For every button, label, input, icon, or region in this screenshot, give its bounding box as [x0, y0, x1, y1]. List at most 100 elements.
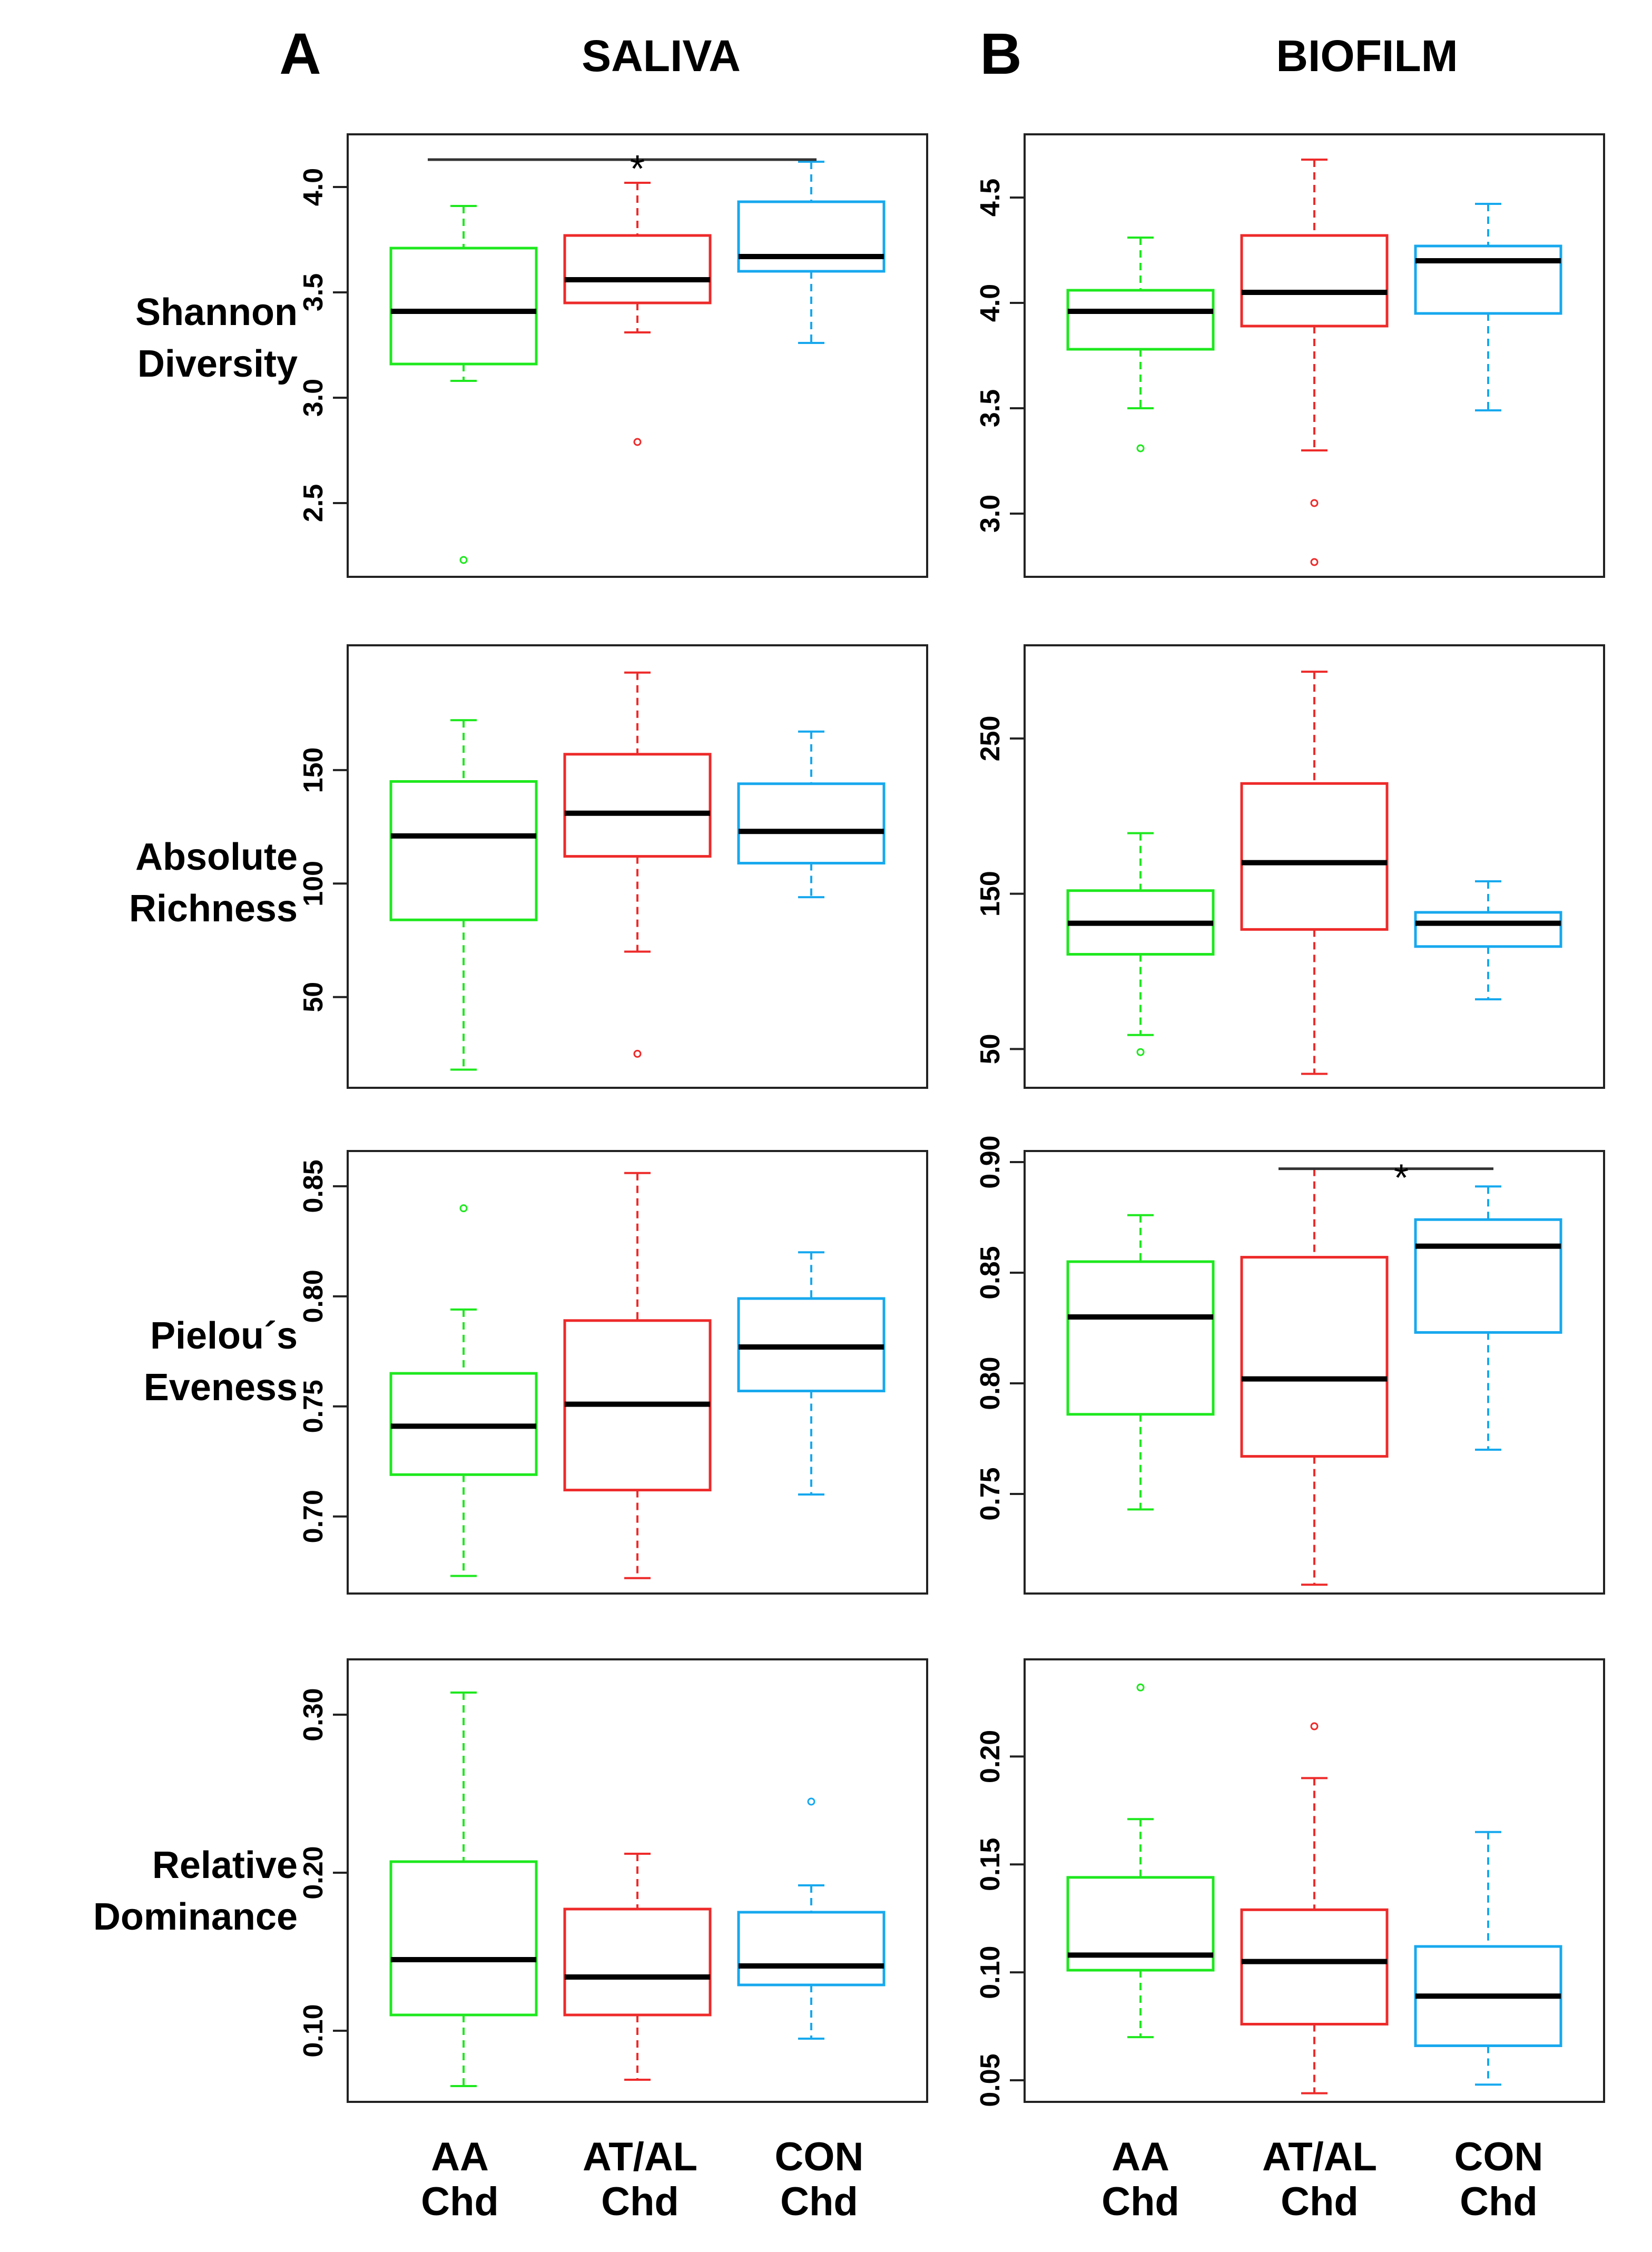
outlier-point — [459, 556, 468, 564]
significance-bracket: * — [428, 148, 817, 190]
outlier-point — [807, 1797, 815, 1806]
iqr-box — [563, 753, 712, 858]
row-label-line: Eveness — [144, 1366, 298, 1409]
plot-frame — [1024, 1150, 1605, 1595]
y-tick-label: 3.0 — [298, 379, 329, 417]
boxplot-panel: 2.5 3.0 3.5 4.0 * — [298, 133, 928, 578]
iqr-box — [389, 247, 538, 366]
y-tick-label: 0.05 — [975, 2053, 1006, 2107]
box-con — [737, 1797, 886, 2040]
x-axis-labels-saliva: AA Chd AT/AL Chd CON Chd — [421, 2135, 863, 2224]
y-tick-label: 0.80 — [975, 1356, 1006, 1410]
y-tick-label: 2.5 — [298, 484, 329, 522]
y-tick-label: 0.85 — [298, 1159, 329, 1213]
plot-frame — [347, 1150, 928, 1595]
row-label-line: Diversity — [137, 343, 298, 385]
row-label-line: Richness — [129, 888, 298, 930]
outlier-point — [459, 1204, 468, 1213]
boxplot-panel: 50 100 150 — [298, 644, 928, 1089]
row-label-line: Dominance — [93, 1896, 298, 1938]
box-aa — [389, 1204, 538, 1577]
box-aa — [1066, 1683, 1215, 2039]
box-aa — [389, 1692, 538, 2087]
box-aa — [1066, 832, 1215, 1056]
iqr-box — [1066, 289, 1215, 351]
iqr-box — [1414, 911, 1562, 948]
y-tick-label: 0.10 — [298, 2004, 329, 2057]
significance-star: * — [1394, 1157, 1409, 1199]
group-label-atal: AT/AL — [583, 2135, 697, 2179]
group-label-con: CON — [775, 2135, 864, 2179]
outlier-point — [633, 1049, 642, 1058]
box-con — [1414, 1185, 1562, 1451]
box-aa — [389, 719, 538, 1071]
row-label-richness: Absolute Richness — [129, 836, 298, 930]
group-label-atal: AT/AL — [1262, 2135, 1377, 2179]
group-label-atal-sub: Chd — [601, 2179, 679, 2224]
y-tick-label: 4.0 — [298, 168, 329, 206]
box-aa — [1066, 1214, 1215, 1511]
row-label-line: Relative — [152, 1844, 298, 1886]
y-tick-label: 50 — [975, 1034, 1006, 1064]
iqr-box — [1066, 1260, 1215, 1416]
iqr-box — [1240, 234, 1389, 328]
y-tick-label: 0.75 — [975, 1467, 1006, 1520]
significance-star: * — [630, 148, 645, 190]
box-atal — [1240, 1167, 1389, 1586]
y-tick-label: 150 — [298, 748, 329, 793]
boxplot-panel: 50 150 250 — [975, 644, 1605, 1089]
plot-frame — [1024, 133, 1605, 578]
y-tick-label: 0.70 — [298, 1490, 329, 1543]
iqr-box — [737, 200, 886, 273]
boxplot-panel: 0.70 0.75 0.80 0.85 — [298, 1150, 928, 1595]
y-tick-label: 0.30 — [298, 1688, 329, 1741]
y-tick-label: 0.90 — [975, 1135, 1006, 1188]
box-atal — [563, 182, 712, 446]
outlier-point — [1310, 499, 1319, 507]
iqr-box — [1240, 1908, 1389, 2025]
y-tick-label: 100 — [298, 861, 329, 907]
row-label-dominance: Relative Dominance — [93, 1844, 298, 1938]
x-axis-labels-biofilm: AA Chd AT/AL Chd CON Chd — [1102, 2135, 1543, 2224]
column-title-biofilm: BIOFILM — [1276, 31, 1458, 81]
iqr-box — [737, 1911, 886, 1987]
plot-frame — [347, 1658, 928, 2103]
boxplot-panel: 3.0 3.5 4.0 4.5 — [975, 133, 1605, 578]
y-tick-label: 0.80 — [298, 1270, 329, 1323]
row-label-line: Absolute — [135, 836, 298, 878]
y-tick-label: 0.20 — [298, 1846, 329, 1899]
outlier-point — [633, 438, 642, 446]
group-label-con-sub: Chd — [780, 2179, 858, 2224]
row-label-line: Pielou´s — [150, 1315, 298, 1357]
box-atal — [1240, 671, 1389, 1075]
y-tick-label: 4.0 — [975, 284, 1006, 322]
iqr-box — [737, 782, 886, 865]
outlier-point — [1136, 1683, 1145, 1692]
plot-frame — [347, 644, 928, 1089]
boxplot-panel: 0.05 0.10 0.15 0.20 — [975, 1658, 1605, 2107]
outlier-point — [1136, 444, 1145, 453]
y-tick-label: 3.5 — [298, 273, 329, 311]
group-label-aa: AA — [1112, 2135, 1169, 2179]
box-con — [737, 161, 886, 344]
box-atal — [1240, 159, 1389, 566]
y-tick-label: 250 — [975, 715, 1006, 761]
outlier-point — [1310, 1722, 1319, 1730]
iqr-box — [1240, 782, 1389, 931]
box-con — [1414, 880, 1562, 1000]
box-atal — [1240, 1722, 1389, 2094]
iqr-box — [389, 1860, 538, 2017]
box-atal — [563, 1853, 712, 2081]
plot-frame — [347, 133, 928, 578]
iqr-box — [1240, 1256, 1389, 1458]
plot-frame — [1024, 1658, 1605, 2103]
boxplot-panel: 0.10 0.20 0.30 — [298, 1658, 928, 2103]
panel-letter-a: A — [279, 22, 321, 86]
panel-letter-b: B — [980, 22, 1021, 86]
y-tick-label: 4.5 — [975, 179, 1006, 217]
y-tick-label: 0.10 — [975, 1946, 1006, 1999]
y-tick-label: 50 — [298, 982, 329, 1012]
boxplot-panel: 0.75 0.80 0.85 0.90 * — [975, 1135, 1605, 1595]
y-tick-label: 0.20 — [975, 1730, 1006, 1783]
